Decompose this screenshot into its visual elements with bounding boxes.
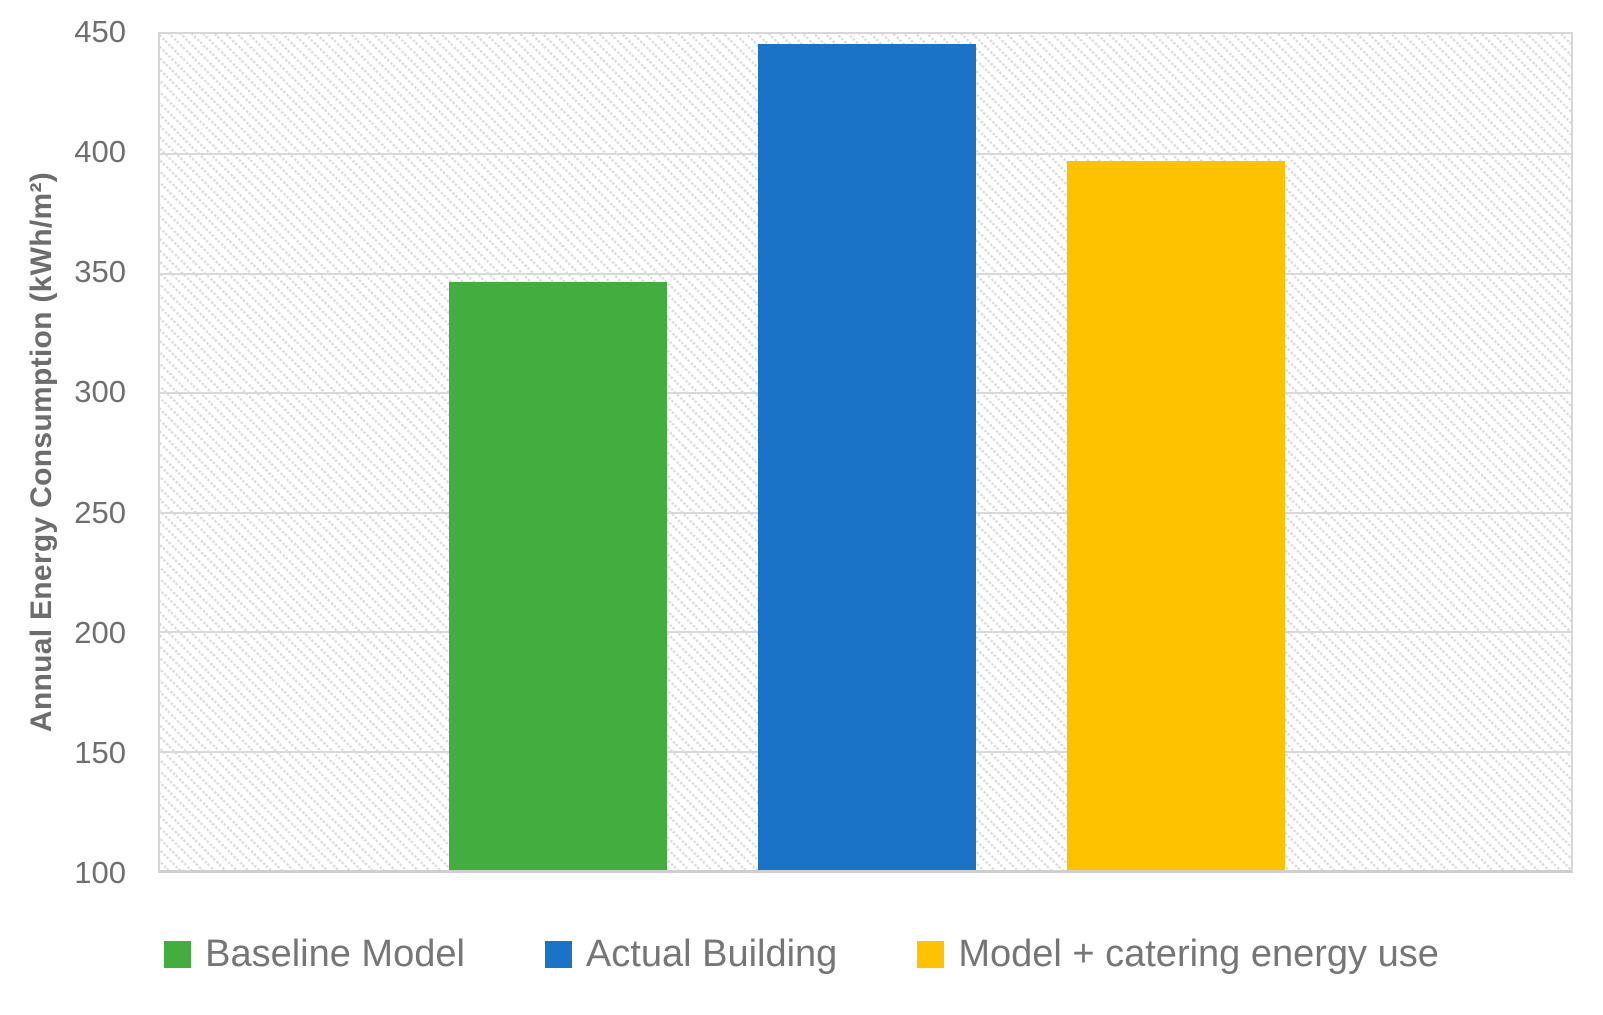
legend-swatch-model-catering-energy-use (917, 940, 945, 968)
bar-actual-building (758, 43, 976, 870)
y-tick-350: 350 (74, 254, 126, 290)
legend-swatch-actual-building (544, 940, 572, 968)
bar-model-catering-energy-use (1067, 160, 1285, 870)
y-axis-tick-labels: 100 150 200 250 300 350 400 450 (0, 14, 126, 890)
legend-label-baseline-model: Baseline Model (205, 932, 465, 975)
legend-label-actual-building: Actual Building (585, 932, 838, 975)
bar-baseline-model (449, 282, 667, 870)
legend-swatch-baseline-model (164, 940, 192, 968)
legend-item-model-catering-energy-use: Model + catering energy use (917, 933, 1439, 976)
y-tick-100: 100 (74, 855, 126, 890)
y-tick-200: 200 (74, 614, 126, 650)
y-tick-400: 400 (74, 134, 126, 170)
y-tick-250: 250 (74, 494, 126, 530)
y-tick-300: 300 (74, 374, 126, 410)
plot-area (158, 32, 1573, 873)
y-tick-150: 150 (74, 734, 126, 770)
y-tick-450: 450 (74, 14, 126, 49)
legend-item-baseline-model: Baseline Model (164, 933, 465, 976)
legend-label-model-catering-energy-use: Model + catering energy use (958, 932, 1439, 975)
chart-legend: Baseline Model Actual Building Model + cat… (0, 928, 1603, 980)
legend-item-actual-building: Actual Building (544, 932, 838, 976)
